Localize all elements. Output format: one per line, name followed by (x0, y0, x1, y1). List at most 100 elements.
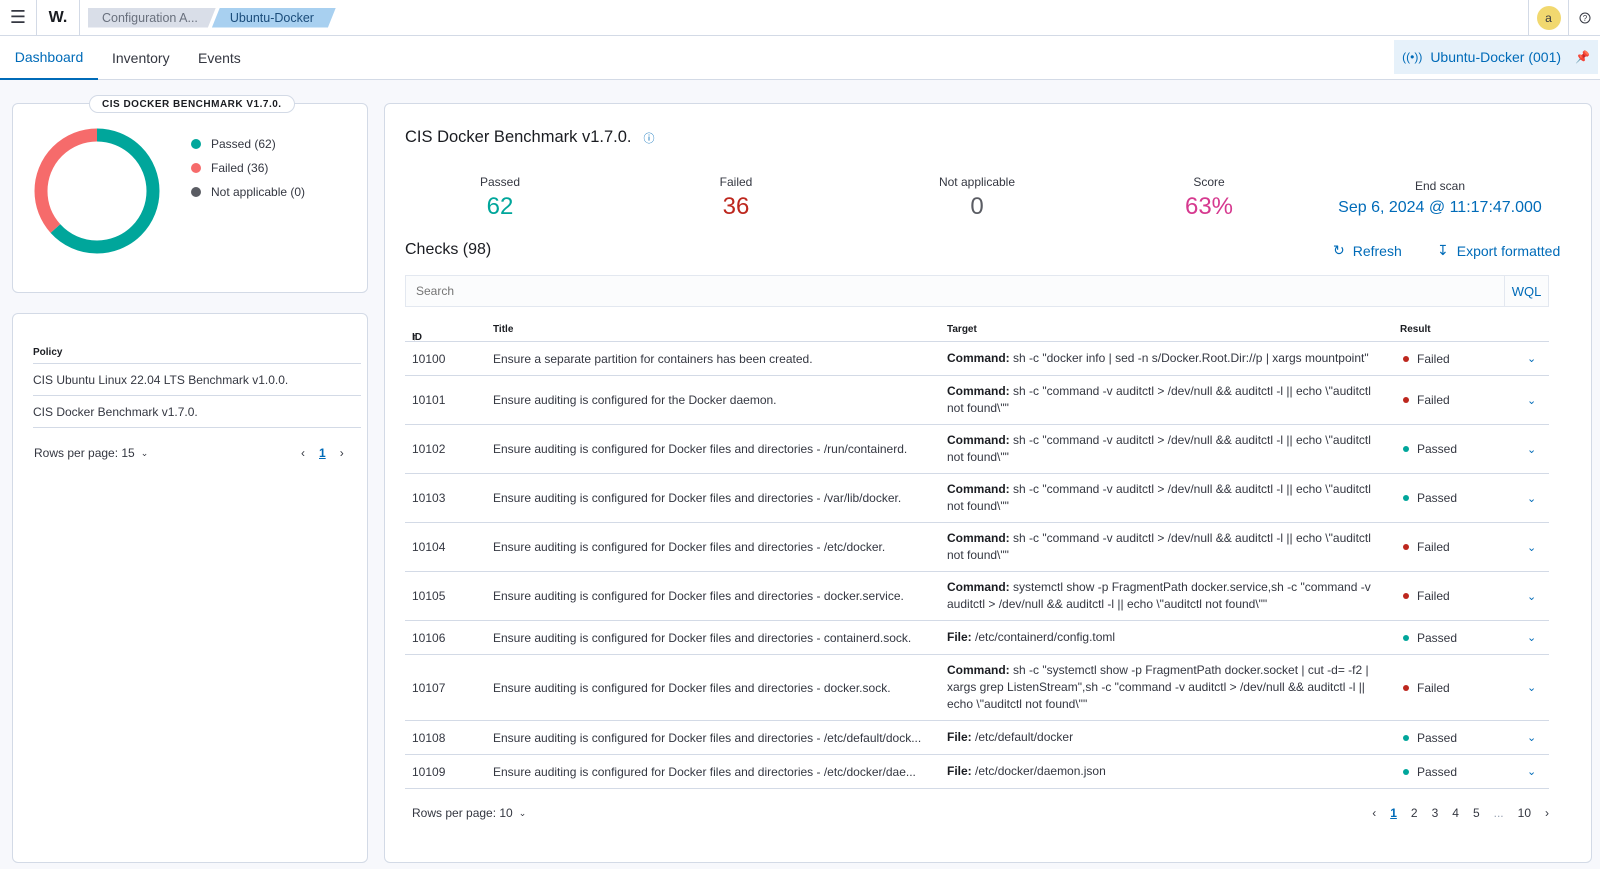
page-button[interactable]: 1 (319, 446, 326, 460)
check-title: Ensure auditing is configured for Docker… (493, 523, 929, 571)
page-button[interactable]: 5 (1472, 806, 1480, 820)
expand-row-chevron-icon[interactable]: ⌄ (1527, 394, 1537, 407)
page-ellipsis: ... (1493, 806, 1504, 820)
table-row[interactable]: 10105 Ensure auditing is configured for D… (405, 572, 1549, 621)
table-row[interactable]: 10104 Ensure auditing is configured for D… (405, 523, 1549, 572)
next-page-icon[interactable]: › (1545, 806, 1549, 820)
expand-row-chevron-icon[interactable]: ⌄ (1527, 353, 1537, 365)
table-row[interactable]: 10103 Ensure auditing is configured for D… (405, 474, 1549, 523)
table-row[interactable]: 10106 Ensure auditing is configured for D… (405, 621, 1549, 655)
page-button[interactable]: 2 (1410, 806, 1418, 820)
page-title: CIS Docker Benchmark v1.7.0. ⓘ (405, 128, 655, 147)
column-header-target[interactable]: Target (947, 324, 977, 335)
target-type-label: Command: (947, 351, 1010, 365)
check-title: Ensure auditing is configured for the Do… (493, 376, 929, 424)
check-title-text: Ensure auditing is configured for Docker… (493, 491, 902, 505)
check-result: Failed (1403, 376, 1450, 424)
table-row[interactable]: 10100 Ensure a separate partition for con… (405, 342, 1549, 376)
rows-per-page-select[interactable]: Rows per page: 10 ⌄ (412, 806, 526, 820)
check-title: Ensure auditing is configured for Docker… (493, 755, 929, 788)
expand-row-chevron-icon[interactable]: ⌄ (1527, 541, 1537, 554)
pin-icon[interactable]: 📌 (1575, 50, 1590, 64)
expand-row-chevron-icon[interactable]: ⌄ (1527, 590, 1537, 603)
result-label: Failed (1417, 540, 1450, 554)
table-row[interactable]: 10102 Ensure auditing is configured for D… (405, 425, 1549, 474)
target-type-label: File: (947, 730, 972, 744)
prev-page-icon[interactable]: ‹ (1372, 806, 1377, 820)
column-header-result[interactable]: Result (1400, 324, 1431, 335)
target-value: /etc/docker/daemon.json (975, 764, 1106, 778)
result-label: Passed (1417, 491, 1458, 505)
result-label: Failed (1417, 589, 1450, 603)
check-result: Passed (1403, 721, 1457, 754)
next-page-icon[interactable]: › (339, 446, 344, 460)
expand-row-chevron-icon[interactable]: ⌄ (1527, 632, 1537, 644)
breadcrumb-configuration[interactable]: Configuration A... (88, 8, 216, 28)
logo-text: W. (48, 8, 68, 26)
wql-button[interactable]: WQL (1504, 276, 1548, 306)
info-icon[interactable]: ⓘ (643, 132, 655, 145)
breadcrumb-label: Configuration A... (102, 10, 198, 25)
export-formatted-button[interactable]: ↧ Export formatted (1437, 242, 1560, 259)
result-status-dot (1403, 446, 1409, 452)
legend-passed: Passed (62) (191, 137, 276, 151)
prev-page-icon[interactable]: ‹ (301, 446, 305, 460)
expand-row-chevron-icon[interactable]: ⌄ (1527, 732, 1537, 744)
rows-per-page-label: Rows per page: 10 (412, 806, 513, 820)
check-title-text: Ensure auditing is configured for the Do… (493, 393, 777, 407)
results-donut-chart (34, 128, 160, 254)
avatar[interactable]: a (1536, 6, 1561, 30)
target-value: sh -c "command -v auditctl > /dev/null &… (947, 433, 1371, 464)
rows-per-page-select[interactable]: Rows per page: 15 ⌄ (34, 446, 148, 460)
rows-per-page-label: Rows per page: 15 (34, 446, 135, 460)
check-result: Passed (1403, 755, 1457, 788)
expand-row-chevron-icon[interactable]: ⌄ (1527, 443, 1537, 456)
page-button[interactable]: 10 (1517, 806, 1531, 820)
user-menu[interactable]: a (1528, 0, 1568, 36)
target-type-label: Command: (947, 531, 1010, 545)
page-button[interactable]: 3 (1431, 806, 1439, 820)
table-row[interactable]: 10109 Ensure auditing is configured for D… (405, 755, 1549, 789)
donut-failed-arc (34, 128, 160, 254)
refresh-button[interactable]: ↻ Refresh (1333, 242, 1402, 259)
breadcrumb-ubuntu-docker[interactable]: Ubuntu-Docker (212, 8, 336, 28)
tab-inventory[interactable]: Inventory (112, 36, 170, 80)
tabs-bar: Dashboard Inventory Events ((•)) Ubuntu-… (0, 36, 1600, 80)
search-input[interactable] (406, 276, 1506, 306)
check-target: Command: systemctl show -p FragmentPath … (947, 572, 1387, 620)
policy-pagination: ‹ 1 › (301, 446, 344, 460)
tab-label: Events (198, 50, 241, 66)
legend-dot (191, 187, 201, 197)
table-row[interactable]: 10108 Ensure auditing is configured for D… (405, 721, 1549, 755)
app-logo[interactable]: W. (36, 0, 80, 36)
expand-row-chevron-icon[interactable]: ⌄ (1527, 766, 1537, 778)
policy-column-header[interactable]: Policy (33, 342, 361, 364)
export-label: Export formatted (1456, 242, 1561, 259)
target-value: sh -c "command -v auditctl > /dev/null &… (947, 482, 1371, 513)
chevron-down-icon: ⌄ (518, 807, 527, 818)
check-title: Ensure auditing is configured for Docker… (493, 621, 929, 654)
check-title-text: Ensure auditing is configured for Docker… (493, 730, 922, 745)
target-type-label: File: (947, 764, 972, 778)
page-button[interactable]: 4 (1452, 806, 1459, 820)
page-button[interactable]: 1 (1390, 806, 1397, 820)
agent-selector-button[interactable]: ((•)) Ubuntu-Docker (001) 📌 (1394, 40, 1598, 74)
table-row[interactable]: 10101 Ensure auditing is configured for t… (405, 376, 1549, 425)
policy-row[interactable]: CIS Ubuntu Linux 22.04 LTS Benchmark v1.… (33, 365, 361, 396)
expand-row-chevron-icon[interactable]: ⌄ (1527, 492, 1537, 505)
column-header-title[interactable]: Title (493, 324, 514, 335)
check-title: Ensure auditing is configured for Docker… (493, 721, 929, 754)
tab-dashboard[interactable]: Dashboard (0, 36, 98, 80)
checks-panel: CIS Docker Benchmark v1.7.0. ⓘ Passed 62… (384, 103, 1592, 863)
stat-value: 0 (970, 193, 984, 220)
table-row[interactable]: 10107 Ensure auditing is configured for D… (405, 655, 1549, 721)
column-label: ID (412, 332, 422, 343)
stat-value: 62 (486, 193, 514, 220)
tab-events[interactable]: Events (198, 36, 241, 80)
policy-row[interactable]: CIS Docker Benchmark v1.7.0. (33, 397, 361, 428)
help-icon[interactable]: ? (1568, 0, 1600, 36)
refresh-label: Refresh (1352, 242, 1402, 259)
hamburger-menu-icon[interactable]: ☰ (9, 7, 27, 27)
check-title: Ensure a separate partition for containe… (493, 342, 929, 375)
expand-row-chevron-icon[interactable]: ⌄ (1527, 682, 1537, 694)
